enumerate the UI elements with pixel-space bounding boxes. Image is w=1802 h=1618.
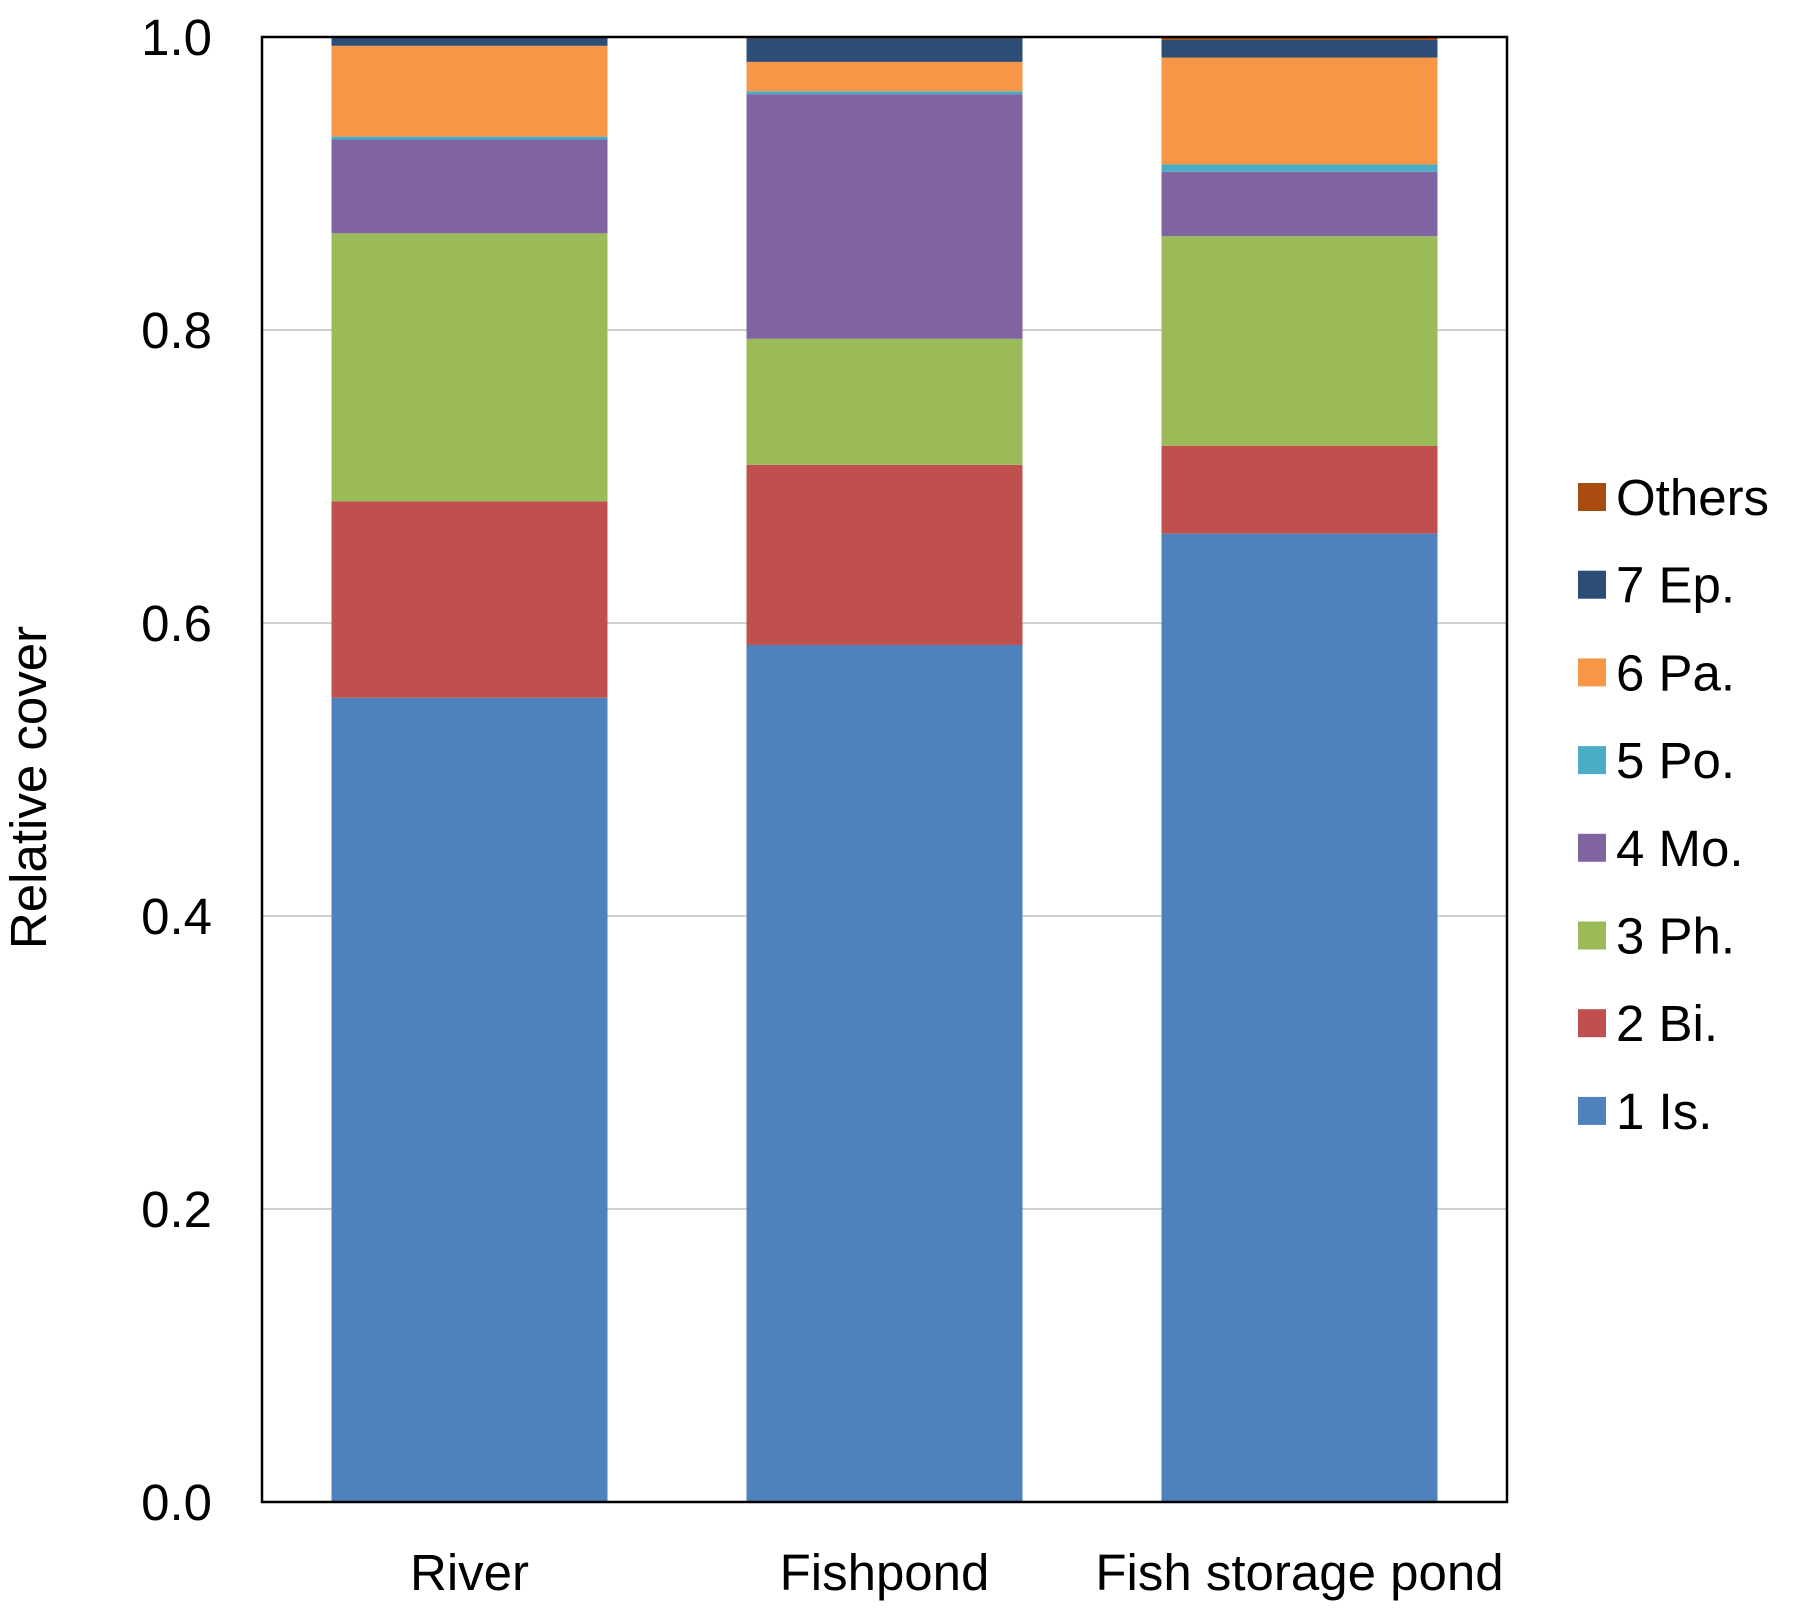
bar-segment-4-mo (331, 139, 608, 234)
bar-segment-6-pa (746, 61, 1023, 92)
x-axis-categories: River Fishpond Fish storage pond (410, 1544, 1504, 1601)
legend-swatch (1578, 483, 1606, 511)
x-category-label: Fishpond (780, 1544, 990, 1601)
bar-segment-1-is (746, 644, 1023, 1502)
legend-swatch (1578, 1009, 1606, 1038)
bar-segment-3-ph (746, 338, 1023, 465)
bar-segment-6-pa (331, 45, 608, 137)
legend-item: 3 Ph. (1578, 908, 1735, 965)
legend-swatch (1578, 746, 1606, 775)
bar-segment-others (1161, 37, 1438, 40)
y-axis-title: Relative cover (0, 626, 57, 949)
legend-item: 4 Mo. (1578, 820, 1744, 877)
legend-label: 1 Is. (1616, 1083, 1712, 1140)
bar-segment-7-ep (1161, 39, 1438, 58)
bar-segment-4-mo (1161, 171, 1438, 237)
y-tick-label: 0.8 (141, 302, 212, 359)
legend-label: 5 Po. (1616, 732, 1735, 789)
legend-item: 1 Is. (1578, 1083, 1712, 1140)
legend: Others 7 Ep. 6 Pa. 5 Po. 4 Mo. 3 Ph. 2 Bi. 1 Is… (1578, 469, 1769, 1140)
y-tick-label: 1.0 (141, 9, 212, 66)
legend-item: 5 Po. (1578, 732, 1735, 789)
legend-item: Others (1578, 469, 1769, 526)
legend-swatch (1578, 833, 1606, 862)
bar-segment-5-po (331, 136, 608, 140)
y-tick-label: 0.4 (141, 888, 212, 945)
legend-label: 3 Ph. (1616, 908, 1735, 965)
bar-segment-2-bi (746, 464, 1023, 645)
bar-segment-1-is (1161, 533, 1438, 1502)
bar-segment-5-po (746, 91, 1023, 95)
y-tick-label: 0.2 (141, 1181, 212, 1238)
legend-label: 4 Mo. (1616, 820, 1744, 877)
x-category-label: Fish storage pond (1095, 1544, 1503, 1601)
legend-label: 2 Bi. (1616, 995, 1718, 1052)
bar-segment-2-bi (331, 501, 608, 698)
legend-swatch (1578, 570, 1606, 599)
bar-segment-5-po (1161, 164, 1438, 172)
x-category-label: River (410, 1544, 529, 1601)
bar-segment-7-ep (746, 38, 1023, 62)
legend-label: 6 Pa. (1616, 644, 1735, 701)
bar-segment-6-pa (1161, 57, 1438, 165)
bar-segment-3-ph (1161, 236, 1438, 446)
legend-swatch (1578, 658, 1606, 687)
plot-frame (260, 35, 1509, 1504)
legend-label: 7 Ep. (1616, 557, 1735, 614)
bar-segment-4-mo (746, 94, 1023, 339)
legend-swatch (1578, 1096, 1606, 1125)
legend-label: Others (1616, 469, 1769, 526)
bar-segment-1-is (331, 697, 608, 1502)
bar-segment-3-ph (331, 233, 608, 502)
legend-swatch (1578, 921, 1606, 950)
y-axis-ticks: 0.0 0.2 0.4 0.6 0.8 1.0 (141, 9, 212, 1531)
bars (331, 37, 1438, 1502)
y-tick-label: 0.0 (141, 1474, 212, 1531)
bar-segment-7-ep (331, 37, 608, 46)
legend-item: 7 Ep. (1578, 557, 1735, 614)
bar-segment-2-bi (1161, 445, 1438, 534)
legend-item: 2 Bi. (1578, 995, 1718, 1052)
y-tick-label: 0.6 (141, 595, 212, 652)
legend-item: 6 Pa. (1578, 644, 1735, 701)
